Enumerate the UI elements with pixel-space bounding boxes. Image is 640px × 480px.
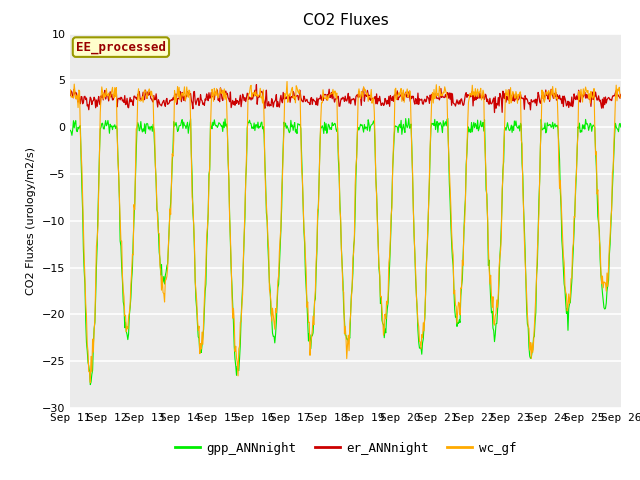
Title: CO2 Fluxes: CO2 Fluxes (303, 13, 388, 28)
Legend: gpp_ANNnight, er_ANNnight, wc_gf: gpp_ANNnight, er_ANNnight, wc_gf (170, 437, 521, 460)
Y-axis label: CO2 Fluxes (urology/m2/s): CO2 Fluxes (urology/m2/s) (26, 147, 36, 295)
Text: EE_processed: EE_processed (76, 40, 166, 54)
